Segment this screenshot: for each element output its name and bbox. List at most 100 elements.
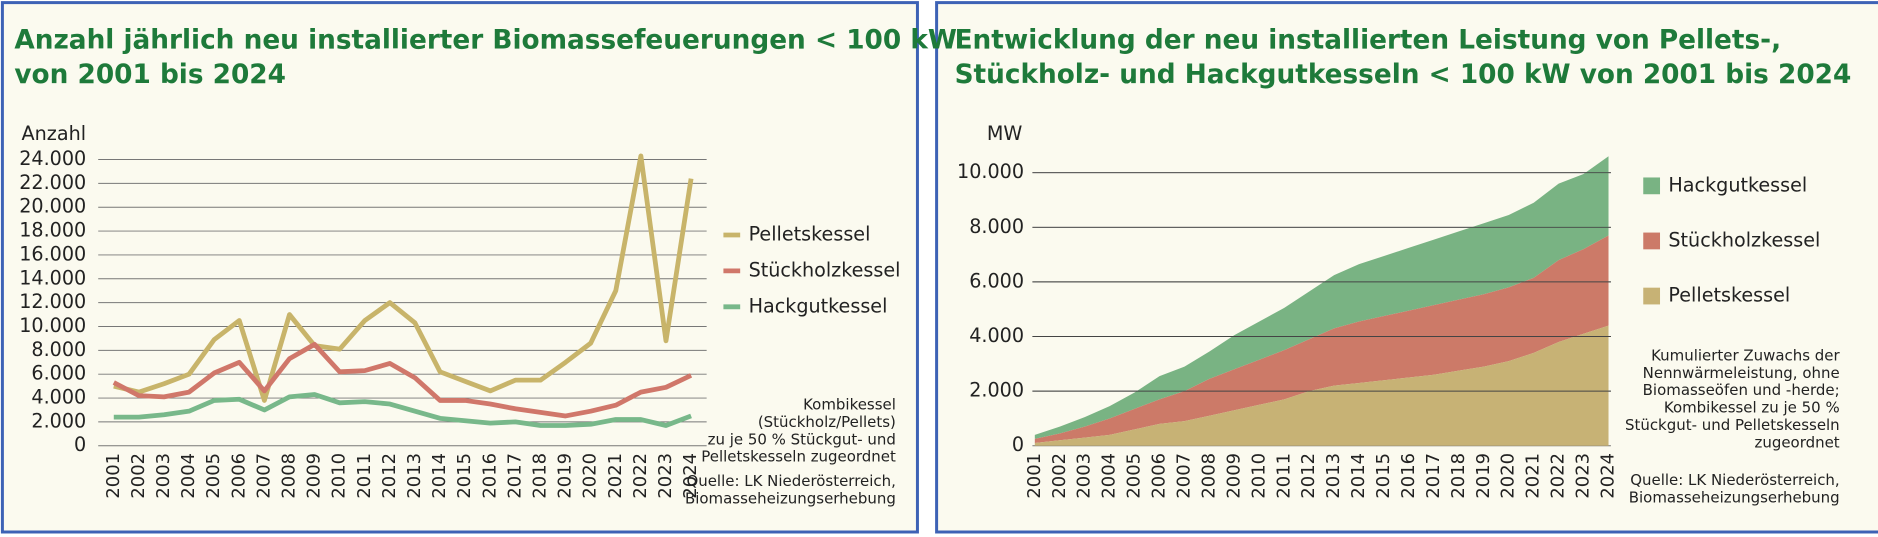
x-tick-label: 2024 — [1598, 453, 1619, 499]
note: Quelle: LK Niederösterreich, — [1630, 471, 1839, 489]
line-series — [112, 341, 693, 419]
legend-label: Pelletskessel — [749, 222, 871, 245]
x-tick-label: 2018 — [1448, 453, 1469, 499]
x-tick-label: 2020 — [1498, 453, 1519, 499]
y-tick-label: 10.000 — [957, 160, 1024, 183]
y-tick-label: 20.000 — [19, 195, 86, 218]
x-tick-label: 2002 — [128, 453, 149, 499]
x-tick-label: 2021 — [605, 453, 626, 499]
note: (Stückholz/Pellets) — [758, 413, 896, 431]
area-series — [1034, 235, 1609, 444]
x-tick-label: 2020 — [580, 453, 601, 499]
x-tick-label: 2009 — [1223, 453, 1244, 499]
x-tick-label: 2009 — [304, 453, 325, 499]
x-tick-label: 2011 — [1273, 453, 1294, 499]
y-axis-label: MW — [987, 122, 1023, 145]
x-tick-label: 2017 — [1423, 453, 1444, 499]
y-tick-label: 2.000 — [31, 409, 86, 432]
y-tick-label: 6.000 — [31, 362, 86, 385]
x-tick-label: 2010 — [329, 453, 350, 499]
y-tick-label: 4.000 — [969, 324, 1024, 347]
y-tick-label: 0 — [74, 433, 86, 456]
x-tick-label: 2016 — [479, 453, 500, 499]
note: zu je 50 % Stückgut- und — [708, 430, 896, 448]
chart-title: Stückholz- und Hackgutkesseln < 100 kW v… — [955, 60, 1852, 90]
x-tick-label: 2011 — [354, 453, 375, 499]
x-tick-label: 2016 — [1398, 453, 1419, 499]
note: Kombikessel — [803, 396, 896, 414]
x-tick-label: 2007 — [1173, 453, 1194, 499]
x-tick-label: 2015 — [1373, 453, 1394, 499]
note: Biomasseheizungserhebung — [685, 490, 896, 508]
x-tick-label: 2003 — [153, 453, 174, 499]
y-tick-label: 0 — [1012, 433, 1024, 456]
x-tick-label: 2019 — [555, 453, 576, 499]
x-tick-label: 2022 — [630, 453, 651, 499]
line-series — [113, 392, 692, 428]
x-tick-label: 2023 — [655, 453, 676, 499]
y-tick-label: 2.000 — [969, 379, 1024, 402]
x-tick-label: 2014 — [1348, 453, 1369, 499]
y-tick-label: 22.000 — [19, 171, 86, 194]
x-tick-label: 2013 — [1323, 453, 1344, 499]
x-tick-label: 2004 — [178, 453, 199, 499]
legend-swatch — [1643, 177, 1661, 195]
legend-label: Stückholzkessel — [749, 258, 901, 281]
y-tick-label: 24.000 — [19, 147, 86, 170]
area-series — [1034, 156, 1609, 439]
note: Nennwärmeleistung, ohne — [1643, 364, 1840, 382]
x-tick-label: 2001 — [1024, 453, 1045, 499]
y-tick-label: 14.000 — [19, 266, 86, 289]
x-tick-label: 2018 — [529, 453, 550, 499]
legend-label: Pelletskessel — [1668, 284, 1790, 307]
y-tick-label: 16.000 — [19, 242, 86, 265]
x-tick-label: 2005 — [1124, 453, 1145, 499]
panel — [0, 1, 919, 534]
y-tick-label: 8.000 — [31, 338, 86, 361]
x-tick-label: 2006 — [1149, 453, 1170, 499]
legend-swatch — [1643, 232, 1661, 250]
line-series — [113, 153, 694, 403]
chart-title: Anzahl jährlich neu installierter Biomas… — [14, 25, 957, 55]
x-tick-label: 2003 — [1074, 453, 1095, 499]
x-tick-label: 2013 — [404, 453, 425, 499]
x-tick-label: 2002 — [1049, 453, 1070, 499]
x-tick-label: 2021 — [1523, 453, 1544, 499]
y-tick-label: 6.000 — [969, 269, 1024, 292]
x-tick-label: 2022 — [1548, 453, 1569, 499]
y-tick-label: 4.000 — [31, 386, 86, 409]
x-tick-label: 2017 — [504, 453, 525, 499]
y-tick-label: 8.000 — [969, 215, 1024, 238]
x-tick-label: 2008 — [1198, 453, 1219, 499]
chart-title: Entwicklung der neu installierten Leistu… — [955, 25, 1782, 55]
note: zugeordnet — [1755, 433, 1840, 451]
x-tick-label: 2024 — [680, 453, 701, 499]
area-series — [1034, 325, 1609, 446]
x-tick-label: 2014 — [429, 453, 450, 499]
note: Biomasseheizungserhebung — [1629, 488, 1840, 506]
x-tick-label: 2010 — [1248, 453, 1269, 499]
note: Quelle: LK Niederösterreich, — [686, 472, 895, 490]
legend-label: Stückholzkessel — [1668, 228, 1820, 251]
x-tick-label: 2015 — [454, 453, 475, 499]
legend-label: Hackgutkessel — [749, 294, 888, 317]
note: Pelletskesseln zugeordnet — [701, 448, 896, 466]
x-tick-label: 2006 — [228, 453, 249, 499]
chart-title: von 2001 bis 2024 — [14, 60, 286, 90]
note: Stückgut- und Pelletskesseln — [1625, 416, 1840, 434]
x-tick-label: 2012 — [379, 453, 400, 499]
x-tick-label: 2023 — [1573, 453, 1594, 499]
x-tick-label: 2004 — [1099, 453, 1120, 499]
legend-swatch — [1643, 287, 1661, 305]
x-tick-label: 2008 — [278, 453, 299, 499]
x-tick-label: 2012 — [1298, 453, 1319, 499]
y-axis-label: Anzahl — [22, 122, 87, 145]
x-tick-label: 2001 — [103, 453, 124, 499]
y-tick-label: 18.000 — [19, 219, 86, 242]
note: Biomasseöfen und -herde; — [1643, 381, 1840, 399]
note: Kumulierter Zuwachs der — [1651, 346, 1840, 364]
y-tick-label: 12.000 — [19, 290, 86, 313]
note: Kombikessel zu je 50 % — [1664, 399, 1840, 417]
x-tick-label: 2019 — [1473, 453, 1494, 499]
